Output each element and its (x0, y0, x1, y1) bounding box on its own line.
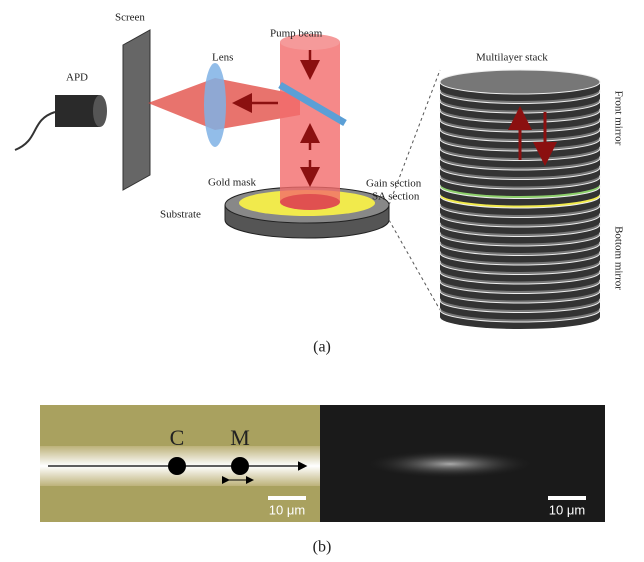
label: Substrate (160, 209, 201, 221)
figure: APD Screen Lens Pump beam Gold mask Subs… (0, 0, 644, 562)
point (231, 457, 249, 475)
scale-bar (548, 496, 586, 500)
label: Screen (115, 12, 145, 24)
scale-label: 10 μm (549, 502, 585, 517)
point-label: M (230, 425, 250, 450)
label: Gold mask (208, 177, 256, 189)
caption: (a) (313, 339, 331, 356)
point (168, 457, 186, 475)
label: SA section (372, 191, 420, 203)
emission (365, 450, 535, 478)
point-label: C (170, 425, 185, 450)
lens (204, 63, 226, 147)
label: Lens (212, 52, 233, 64)
caption: (b) (313, 539, 332, 556)
screen (123, 30, 150, 190)
label: Front mirror (612, 91, 624, 146)
label: Bottom mirror (612, 226, 624, 290)
link (389, 220, 440, 310)
label: Gain section (366, 178, 422, 190)
multilayer-stack (440, 70, 600, 329)
label: Pump beam (270, 28, 323, 40)
scale-label: 10 μm (269, 502, 305, 517)
label: APD (66, 72, 88, 84)
layer (440, 70, 600, 94)
apd (15, 95, 107, 150)
label: Multilayer stack (476, 52, 548, 64)
scale-bar (268, 496, 306, 500)
